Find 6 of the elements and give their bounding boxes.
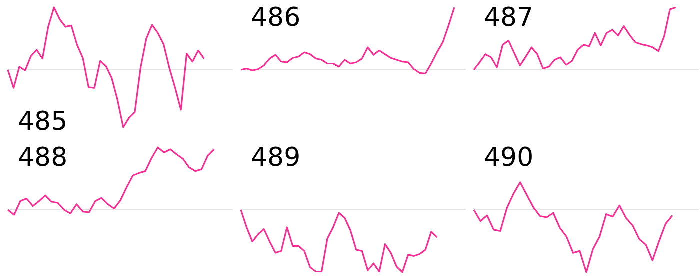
chart-title: 488 (18, 143, 68, 173)
chart-title: 490 (484, 143, 534, 173)
chart-title: 487 (484, 3, 534, 33)
chart-title: 489 (251, 143, 301, 173)
chart-title: 486 (251, 3, 301, 33)
text: 485 (18, 107, 68, 137)
